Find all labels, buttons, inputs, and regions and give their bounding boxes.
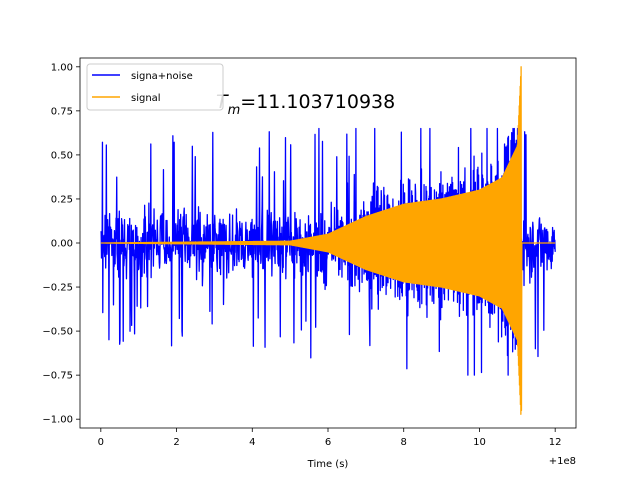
- legend-label-signal: signal: [131, 93, 161, 104]
- x-axis-label: Time (s): [307, 459, 349, 470]
- y-tick-label: 0.50: [51, 150, 73, 161]
- legend-box: [86, 63, 224, 111]
- y-tick-label: −0.50: [42, 327, 73, 338]
- y-tick-label: −0.75: [42, 371, 73, 382]
- x-tick-label: 0: [98, 437, 104, 448]
- y-tick-label: −1.00: [42, 415, 73, 426]
- y-tick-label: 0.25: [51, 194, 73, 205]
- y-tick-label: 1.00: [51, 62, 73, 73]
- x-tick-label: 6: [325, 437, 331, 448]
- y-tick-label: 0.75: [51, 106, 73, 117]
- x-tick-label: 4: [249, 437, 255, 448]
- x-tick-label: 8: [401, 437, 407, 448]
- series-layer: [100, 66, 556, 415]
- x-axis-offset-label: +1e8: [549, 456, 576, 467]
- x-tick-label: 2: [173, 437, 179, 448]
- y-axis: −1.00 −0.75 −0.50 −0.25 0.00 0.25 0.50 0.75 1.00: [42, 62, 80, 426]
- legend: signa+noise signal: [86, 63, 224, 111]
- x-tick-label: 12: [549, 437, 562, 448]
- x-axis: 0 2 4 6 8 10 12: [98, 428, 562, 448]
- y-tick-label: −0.25: [42, 283, 73, 294]
- x-tick-label: 10: [473, 437, 486, 448]
- annotation-value: =11.103710938: [240, 91, 395, 113]
- annotation-subscript: m: [228, 103, 241, 118]
- series-line-signal: [100, 66, 556, 415]
- legend-label-signal-noise: signa+noise: [131, 71, 193, 82]
- y-tick-label: 0.00: [51, 239, 73, 250]
